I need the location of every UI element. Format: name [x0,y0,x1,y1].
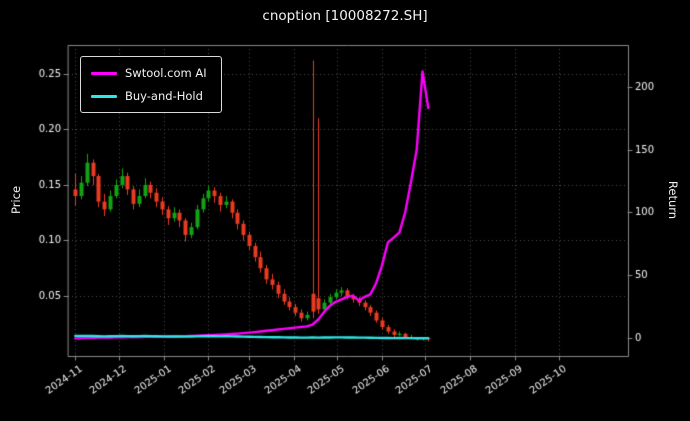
ai-line-swatch [91,71,117,75]
legend-label-bh: Buy-and-Hold [125,89,203,103]
legend: Swtool.com AI Buy-and-Hold [80,56,222,113]
legend-label-ai: Swtool.com AI [125,66,207,80]
return-axis-label: Return [666,180,680,220]
legend-item-ai: Swtool.com AI [91,66,207,80]
bh-line-swatch [91,94,117,98]
legend-item-bh: Buy-and-Hold [91,89,207,103]
price-axis-label: Price [9,185,23,215]
chart-title: cnoption [10008272.SH] [262,8,428,24]
